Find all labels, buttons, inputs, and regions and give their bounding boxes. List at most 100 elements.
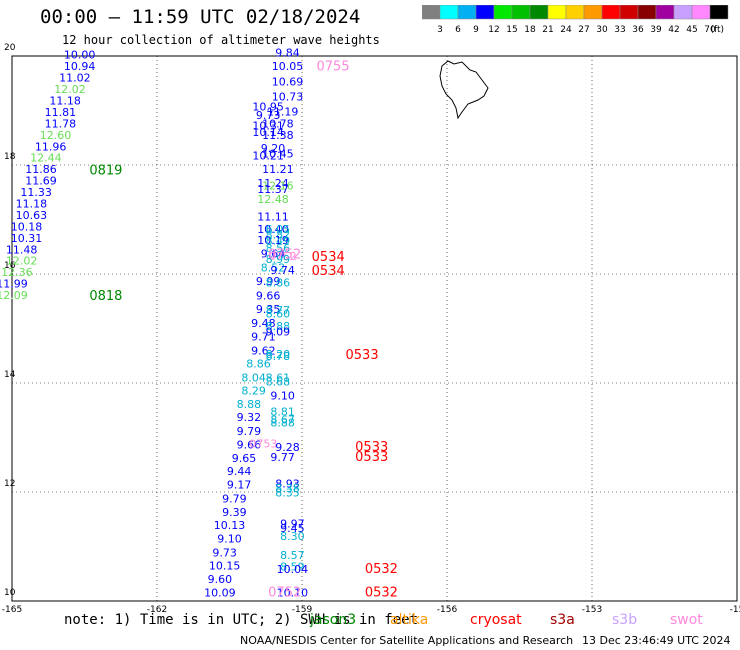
wave-height-value: 9.66 bbox=[256, 290, 281, 303]
colorbar-label: 39 bbox=[650, 25, 662, 35]
wave-height-value: 9.84 bbox=[275, 47, 300, 60]
lat-tick-label: 18 bbox=[4, 152, 16, 162]
wave-height-value: 9.35 bbox=[256, 303, 281, 316]
lon-tick-label: -156 bbox=[437, 605, 458, 615]
wave-height-colorbar: 3 6 9 12 15 18 21 24 27 30 33 36 39 42 45 70(ft) bbox=[422, 5, 729, 35]
pass-time-label: 0534 bbox=[312, 250, 345, 265]
wave-height-value: 9.77 bbox=[270, 451, 295, 464]
wave-height-value: 8.81 bbox=[270, 406, 295, 419]
big-island-coastline bbox=[439, 60, 489, 120]
map-subtitle: 12 hour collection of altimeter wave hei… bbox=[62, 33, 380, 47]
wave-height-value: 6.05 bbox=[266, 223, 291, 236]
pass-time-label: 0532 bbox=[365, 562, 398, 577]
wave-height-value: 11.33 bbox=[20, 186, 52, 199]
wave-height-value: 10.40 bbox=[257, 223, 289, 236]
wave-height-value: 11.78 bbox=[45, 117, 77, 130]
observations-layer: 10.0010.9411.0212.0211.1811.8111.7812.60… bbox=[0, 47, 308, 600]
pass-time-label: 0755 bbox=[317, 60, 350, 75]
colorbar-swatch bbox=[709, 5, 729, 20]
wave-height-value: 10.13 bbox=[214, 519, 246, 532]
satellite-legend: jason3 altika cryosat s3a s3b swot bbox=[309, 612, 703, 628]
lon-tick-label: -15 bbox=[730, 605, 740, 615]
wave-height-value: 8.88 bbox=[266, 320, 291, 333]
wave-height-value: 10.69 bbox=[272, 75, 304, 88]
wave-height-value: 9.66 bbox=[237, 438, 262, 451]
colorbar-label: 12 bbox=[488, 25, 499, 35]
wave-height-value: 8.20 bbox=[266, 348, 291, 361]
wave-height-value: 10.14 bbox=[252, 126, 284, 139]
colorbar-label: 33 bbox=[614, 25, 625, 35]
wave-height-value: 8.04 bbox=[241, 371, 266, 384]
legend-satellite-swot: swot bbox=[670, 612, 703, 628]
wave-height-value: 9.39 bbox=[222, 506, 247, 519]
wave-height-value: 9.60 bbox=[208, 573, 233, 586]
wave-height-value: 8.59 bbox=[280, 560, 305, 573]
colorbar-label: 6 bbox=[455, 25, 461, 35]
wave-height-value: 11.69 bbox=[25, 175, 57, 188]
wave-height-value: 9.44 bbox=[227, 465, 252, 478]
wave-height-value: 9.73 bbox=[212, 546, 237, 559]
colorbar-label: 18 bbox=[524, 25, 536, 35]
footer-credit: NOAA/NESDIS Center for Satellite Applica… bbox=[240, 634, 574, 647]
wave-height-value: 9.09 bbox=[266, 326, 291, 339]
wave-height-value: 8.57 bbox=[280, 549, 305, 562]
wave-height-value: 11.21 bbox=[262, 163, 294, 176]
wave-height-value: 12.36 bbox=[1, 266, 33, 279]
pass-time-label: 0752 bbox=[268, 248, 301, 263]
wave-height-value: 9.10 bbox=[270, 389, 295, 402]
legend-satellite-s3b: s3b bbox=[612, 612, 637, 628]
wave-height-value: 10.94 bbox=[64, 60, 96, 73]
wave-height-value: 11.19 bbox=[267, 105, 299, 118]
footer-timestamp: 13 Dec 23:46:49 UTC 2024 bbox=[582, 634, 731, 647]
wave-height-value: 10.19 bbox=[257, 234, 289, 247]
wave-height-value: 8.99 bbox=[266, 253, 291, 266]
colorbar-label: 42 bbox=[668, 25, 679, 35]
lat-tick-label: 16 bbox=[4, 261, 16, 271]
wave-height-value: 10.45 bbox=[262, 147, 294, 160]
wave-height-value: 9.73 bbox=[256, 109, 281, 122]
wave-height-value: 9.64 bbox=[261, 248, 286, 261]
colorbar-label: 36 bbox=[632, 25, 644, 35]
wave-height-value: 11.18 bbox=[16, 198, 48, 211]
wave-height-value: 9.28 bbox=[275, 441, 300, 454]
legend-satellite-jason3: jason3 bbox=[309, 612, 356, 628]
wave-height-value: 0752 bbox=[269, 250, 297, 263]
wave-height-value: 8.86 bbox=[246, 358, 271, 371]
wave-height-value: 9.17 bbox=[227, 479, 252, 492]
wave-height-value: 9.62 bbox=[251, 345, 276, 358]
wave-height-value: 10.10 bbox=[277, 587, 309, 600]
colorbar-label: 9 bbox=[473, 25, 479, 35]
wave-height-value: 12.02 bbox=[6, 255, 38, 268]
colorbar-label: 45 bbox=[686, 25, 697, 35]
colorbar-label: 3 bbox=[437, 25, 443, 35]
wave-height-value: 0753 bbox=[249, 437, 277, 450]
wave-height-value: 12.44 bbox=[30, 152, 62, 165]
legend-satellite-altika: altika bbox=[390, 612, 428, 628]
lon-tick-label: -159 bbox=[292, 605, 313, 615]
colorbar-label: 24 bbox=[560, 25, 572, 35]
wave-height-value: 11.48 bbox=[6, 243, 38, 256]
wave-height-value: 8.56 bbox=[266, 242, 291, 255]
wave-height-value: 9.32 bbox=[237, 411, 262, 424]
legend-satellite-cryosat: cryosat bbox=[470, 612, 522, 628]
map-frame bbox=[11, 55, 738, 602]
colorbar-label: 30 bbox=[596, 25, 608, 35]
pass-time-labels: 0755081908180534053405330533053305320532… bbox=[89, 60, 398, 601]
pass-time-label: 0533 bbox=[355, 440, 388, 455]
legend-note: note: 1) Time is in UTC; 2) SWH is in fe… bbox=[64, 612, 419, 628]
wave-height-value: 12.09 bbox=[0, 289, 28, 302]
wave-height-value: 8.88 bbox=[237, 398, 262, 411]
lat-tick-label: 12 bbox=[4, 479, 15, 489]
wave-height-value: 9.74 bbox=[270, 264, 295, 277]
wave-height-value: 12.48 bbox=[257, 193, 289, 206]
wave-height-value: 11.99 bbox=[0, 278, 28, 291]
wave-height-value: 10.31 bbox=[11, 232, 43, 245]
wave-height-value: 9.20 bbox=[261, 142, 286, 155]
wave-height-value: 8.88 bbox=[270, 417, 295, 430]
colorbar-unit: (ft) bbox=[710, 25, 724, 35]
pass-time-label: 0532 bbox=[365, 586, 398, 601]
wave-height-value: 9.97 bbox=[280, 517, 305, 530]
wave-height-value: 10.63 bbox=[16, 209, 48, 222]
wave-height-value: 9.99 bbox=[256, 275, 281, 288]
wave-height-value: 11.38 bbox=[262, 129, 294, 142]
